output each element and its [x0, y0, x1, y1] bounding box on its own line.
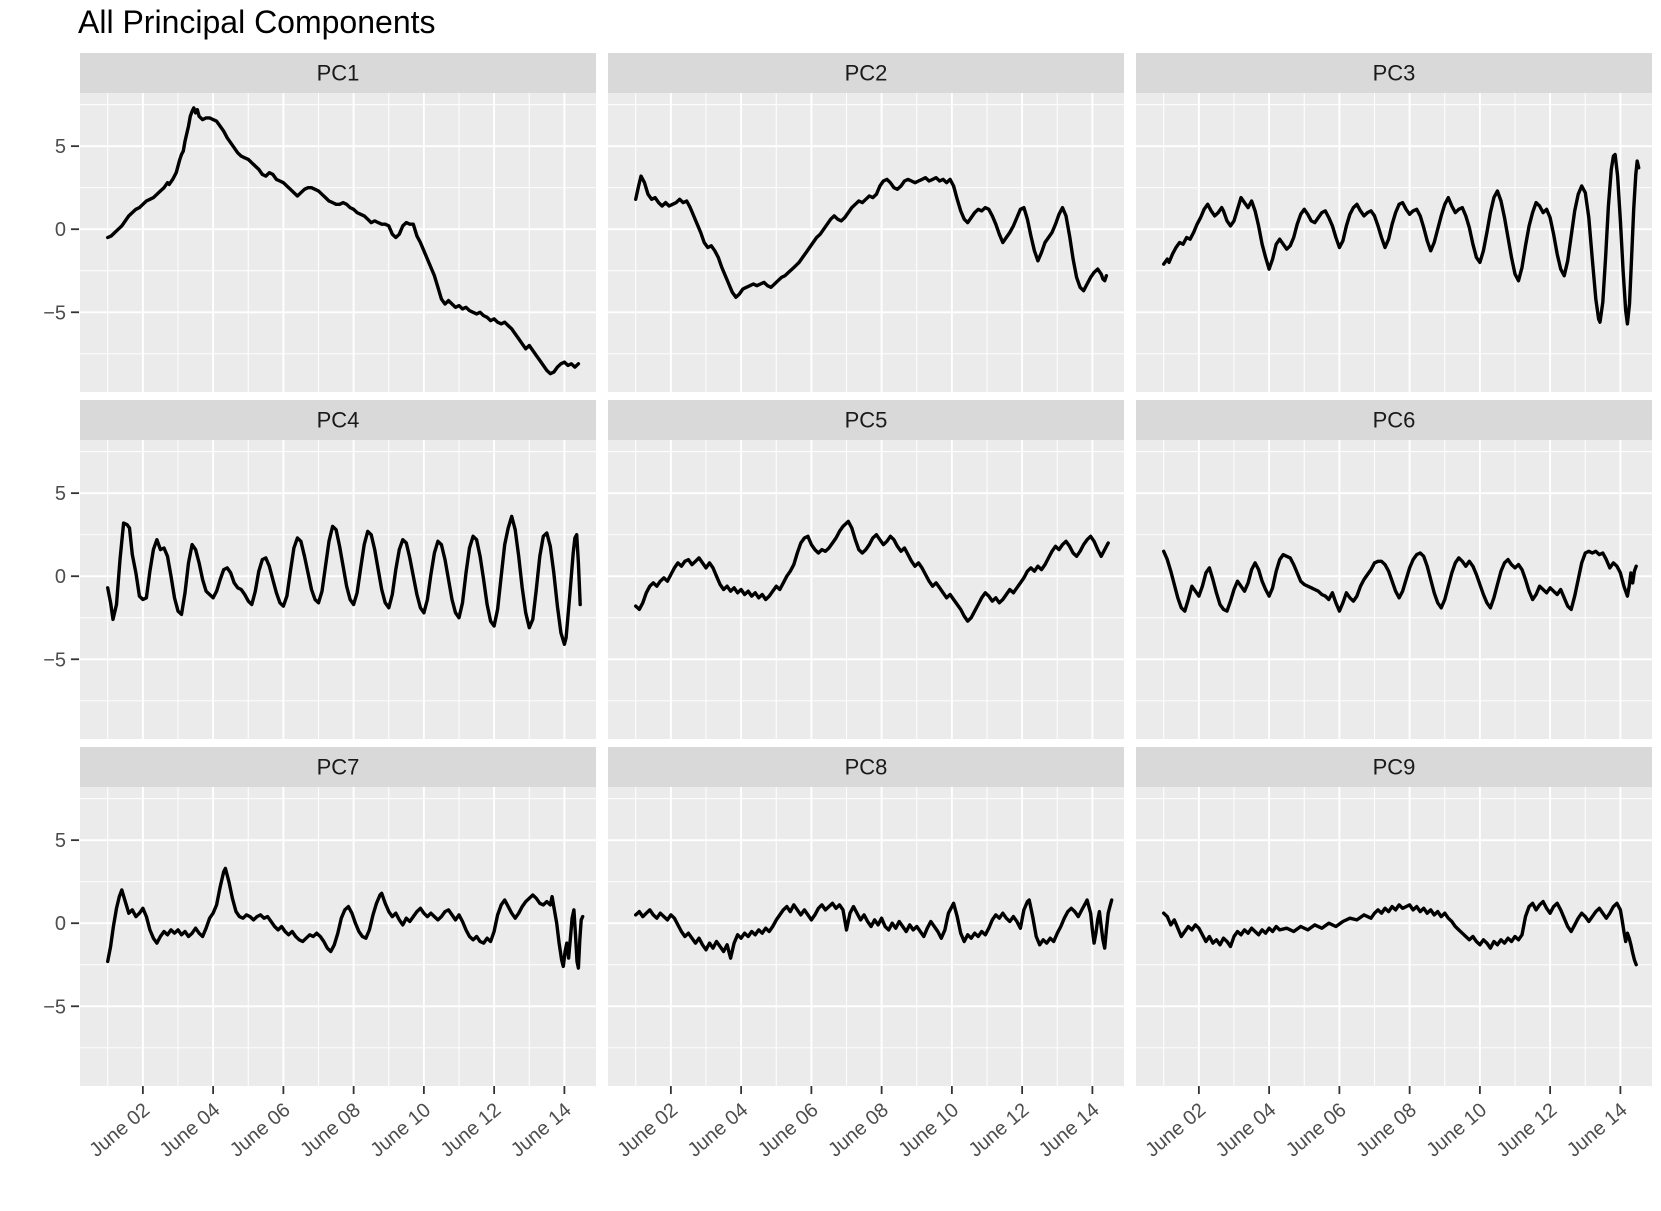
x-axis-tick-label: June 14 [507, 1099, 576, 1162]
x-axis-tick-label: June 06 [754, 1099, 823, 1162]
facet-strip-label: PC6 [1373, 408, 1416, 433]
x-axis-tick-label: June 02 [85, 1099, 154, 1162]
series-line-pc4 [106, 514, 582, 646]
chart-title: All Principal Components [78, 4, 436, 40]
facet-strip-label: PC5 [845, 408, 888, 433]
series-line-pc9 [1162, 899, 1638, 967]
facet-strip-label: PC9 [1373, 755, 1416, 780]
x-axis-tick-label: June 10 [366, 1099, 435, 1162]
x-axis-tick-label: June 12 [437, 1099, 506, 1162]
panel-background [1136, 93, 1652, 392]
y-axis-tick-label: −5 [43, 302, 66, 324]
x-axis-tick-label: June 02 [613, 1099, 682, 1162]
x-axis-tick-label: June 04 [684, 1099, 753, 1162]
facet-strip [80, 400, 596, 440]
series-line-pc7 [106, 866, 585, 970]
panel-background [80, 440, 596, 739]
y-axis-tick-label: 5 [55, 483, 66, 505]
y-axis-tick-label: −5 [43, 649, 66, 671]
facet-strip-label: PC4 [317, 408, 360, 433]
series-line-pc3 [1162, 152, 1641, 326]
facet-strip-label: PC7 [317, 755, 360, 780]
facet-strip [80, 747, 596, 787]
series-line-pc8 [634, 898, 1114, 960]
x-axis-tick-label: June 06 [226, 1099, 295, 1162]
x-axis-tick-label: June 08 [1352, 1099, 1421, 1162]
y-axis-tick-label: 0 [55, 913, 66, 935]
panel-background [608, 93, 1124, 392]
facet-strip-label: PC2 [845, 61, 888, 86]
series-line-pc2 [634, 174, 1109, 299]
x-axis-tick-label: June 04 [1212, 1099, 1281, 1162]
x-axis-tick-label: June 12 [1493, 1099, 1562, 1162]
facet-strip-label: PC3 [1373, 61, 1416, 86]
y-axis-tick-label: 5 [55, 830, 66, 852]
series-line-pc5 [634, 519, 1110, 623]
y-axis-tick-label: 0 [55, 219, 66, 241]
y-axis-tick-label: 5 [55, 136, 66, 158]
panel-background [608, 440, 1124, 739]
panel-background [80, 93, 596, 392]
panel-background [1136, 787, 1652, 1086]
x-axis-tick-label: June 04 [156, 1099, 225, 1162]
facet-strip [80, 53, 596, 93]
x-axis-tick-label: June 10 [1422, 1099, 1491, 1162]
facet-strip-label: PC8 [845, 755, 888, 780]
x-axis-tick-label: June 14 [1563, 1099, 1632, 1162]
x-axis-tick-label: June 10 [894, 1099, 963, 1162]
facet-strip [608, 400, 1124, 440]
y-axis-tick-label: 0 [55, 566, 66, 588]
facet-strip [1136, 747, 1652, 787]
x-axis-tick-label: June 14 [1035, 1099, 1104, 1162]
x-axis-tick-label: June 08 [296, 1099, 365, 1162]
y-axis-tick-label: −5 [43, 996, 66, 1018]
facet-strip [1136, 53, 1652, 93]
facet-strip [608, 747, 1124, 787]
series-line-pc6 [1162, 549, 1638, 613]
x-axis-tick-label: June 12 [965, 1099, 1034, 1162]
x-axis-tick-label: June 06 [1282, 1099, 1351, 1162]
facet-strip [1136, 400, 1652, 440]
facet-strip-label: PC1 [317, 61, 360, 86]
facet-strip [608, 53, 1124, 93]
series-line-pc1 [106, 106, 581, 376]
x-axis-tick-label: June 02 [1141, 1099, 1210, 1162]
x-axis-tick-label: June 08 [824, 1099, 893, 1162]
